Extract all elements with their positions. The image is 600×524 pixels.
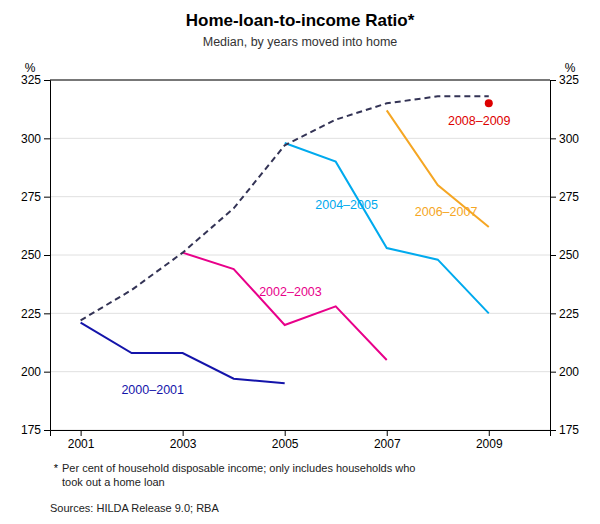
tick-label: 225 xyxy=(21,307,41,321)
tick-label: 175 xyxy=(559,423,579,437)
tick-label: 300 xyxy=(21,132,41,146)
tick-mark xyxy=(81,430,82,436)
tick-mark xyxy=(550,255,556,256)
annotations: 2000–2001 2002–2003 2004–2005 2006–2007 2008… xyxy=(121,114,510,396)
x-axis: 2001 2003 2005 2007 2009 xyxy=(51,430,551,451)
tick-label: 200 xyxy=(21,365,41,379)
tick-mark xyxy=(44,80,50,81)
tick-mark xyxy=(44,138,50,139)
footnote-marker: * xyxy=(54,462,59,474)
tick-label: 250 xyxy=(559,248,579,262)
grid-line xyxy=(50,313,550,314)
tick: 2001 xyxy=(68,430,95,451)
plot-area xyxy=(81,96,493,383)
tick-mark xyxy=(550,138,556,139)
tick-label: 2007 xyxy=(374,437,401,451)
grid xyxy=(50,80,550,430)
tick-label: 2003 xyxy=(170,437,197,451)
tick-label: 275 xyxy=(21,190,41,204)
series-label: 2002–2003 xyxy=(259,285,322,299)
tick-mark xyxy=(44,313,50,314)
tick: 2009 xyxy=(476,430,503,451)
grid-line xyxy=(50,138,550,139)
grid-line xyxy=(50,196,550,197)
y2-axis-line xyxy=(551,81,557,431)
source: Sources: HILDA Release 9.0; RBA xyxy=(50,502,219,514)
tick-mark xyxy=(550,197,556,198)
tick-mark xyxy=(44,430,50,431)
subtitle: Median, by years moved into home xyxy=(203,35,398,49)
y-axis-title: % xyxy=(25,61,36,75)
tick: 325 xyxy=(550,73,579,87)
series-label: 2004–2005 xyxy=(315,198,378,212)
y-axis: 175 200 225 250 275 300 325 xyxy=(21,73,51,437)
footnote: Per cent of household disposable income;… xyxy=(62,462,415,488)
tick-label: 200 xyxy=(559,365,579,379)
tick: 2003 xyxy=(170,430,197,451)
tick: 300 xyxy=(550,132,579,146)
x-axis-line xyxy=(51,431,551,437)
tick: 2005 xyxy=(272,430,299,451)
series-label: 2000–2001 xyxy=(121,383,184,397)
tick: 275 xyxy=(550,190,579,204)
tick-mark xyxy=(489,430,490,436)
series-line xyxy=(81,96,489,320)
tick-label: 325 xyxy=(559,73,579,87)
tick: 175 xyxy=(550,423,579,437)
tick: 325 xyxy=(21,73,50,87)
tick: 275 xyxy=(21,190,50,204)
tick: 250 xyxy=(21,248,50,262)
y-axis-line xyxy=(44,81,51,431)
tick-mark xyxy=(550,313,556,314)
y2-axis-title: % xyxy=(565,61,576,75)
tick: 225 xyxy=(550,307,579,321)
tick: 225 xyxy=(21,307,50,321)
grid-line xyxy=(50,371,550,372)
tick-mark xyxy=(387,430,388,436)
tick: 200 xyxy=(550,365,579,379)
series-label: 2006–2007 xyxy=(415,205,478,219)
plot-frame xyxy=(50,80,550,81)
series-line xyxy=(81,323,285,384)
tick-label: 300 xyxy=(559,132,579,146)
tick-label: 325 xyxy=(21,73,41,87)
tick: 250 xyxy=(550,248,579,262)
y2-axis: 175 200 225 250 275 300 325 xyxy=(550,73,579,437)
tick: 175 xyxy=(21,423,50,437)
tick-label: 2001 xyxy=(68,437,95,451)
tick-mark xyxy=(44,197,50,198)
tick: 300 xyxy=(21,132,50,146)
series-label: 2008–2009 xyxy=(448,114,511,128)
title: Home-loan-to-income Ratio* xyxy=(186,11,415,30)
tick-mark xyxy=(550,372,556,373)
series-marker xyxy=(485,99,493,107)
tick-mark xyxy=(550,430,556,431)
series-line xyxy=(183,253,387,360)
tick: 2007 xyxy=(374,430,401,451)
tick-label: 2009 xyxy=(476,437,503,451)
tick: 200 xyxy=(21,365,50,379)
tick-mark xyxy=(44,255,50,256)
tick-mark xyxy=(285,430,286,436)
grid-line xyxy=(50,255,550,256)
grid-line xyxy=(50,80,550,81)
chart: Home-loan-to-income Ratio* Median, by yea… xyxy=(0,0,600,524)
tick-mark xyxy=(183,430,184,436)
tick-label: 2005 xyxy=(272,437,299,451)
tick-mark xyxy=(44,372,50,373)
tick-label: 250 xyxy=(21,248,41,262)
tick-mark xyxy=(550,80,556,81)
tick-label: 175 xyxy=(21,423,41,437)
tick-label: 225 xyxy=(559,307,579,321)
tick-label: 275 xyxy=(559,190,579,204)
